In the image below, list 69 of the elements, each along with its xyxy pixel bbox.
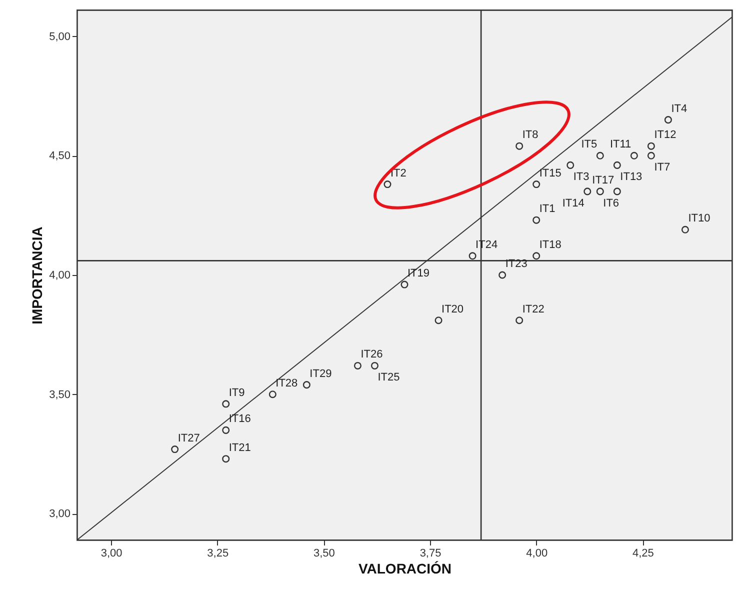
point bbox=[302, 381, 310, 389]
point bbox=[566, 161, 574, 169]
annotation: IT6 bbox=[603, 197, 620, 210]
annotation: IT16 bbox=[228, 413, 251, 426]
point bbox=[613, 188, 621, 196]
point bbox=[222, 400, 230, 408]
point bbox=[370, 362, 378, 370]
point bbox=[171, 446, 179, 454]
annotation: IT1 bbox=[539, 203, 556, 216]
annotation: IT13 bbox=[620, 171, 642, 184]
annotation: IT11 bbox=[610, 138, 632, 151]
x-tick-label: 3,75 bbox=[420, 548, 442, 560]
point bbox=[664, 116, 672, 124]
annotation: IT23 bbox=[505, 258, 528, 270]
point bbox=[400, 280, 408, 288]
point bbox=[222, 426, 230, 434]
point bbox=[468, 252, 476, 260]
annotation: IT25 bbox=[378, 372, 400, 384]
point bbox=[498, 271, 506, 279]
x-tick-label: 4,00 bbox=[526, 548, 548, 560]
y-tick-label: 4,00 bbox=[49, 270, 70, 282]
y-tick-label: 3,50 bbox=[49, 388, 70, 401]
annotation: IT15 bbox=[539, 167, 562, 180]
point bbox=[630, 152, 638, 160]
annotation: IT22 bbox=[522, 303, 544, 316]
annotation: IT29 bbox=[310, 368, 332, 380]
annotation: IT10 bbox=[688, 212, 710, 225]
point bbox=[596, 188, 604, 196]
point bbox=[681, 226, 689, 234]
y-axis-title: IMPORTANCIA bbox=[29, 226, 46, 324]
point bbox=[516, 316, 524, 324]
annotation: IT8 bbox=[522, 129, 538, 142]
point bbox=[647, 152, 655, 160]
annotation: IT5 bbox=[581, 138, 598, 151]
annotation: IT3 bbox=[573, 171, 590, 184]
annotation: IT18 bbox=[539, 238, 562, 251]
point bbox=[516, 142, 524, 150]
annotation: IT12 bbox=[654, 129, 676, 142]
point bbox=[222, 455, 230, 463]
point bbox=[596, 152, 604, 160]
point bbox=[268, 390, 276, 398]
x-tick-label: 3,50 bbox=[313, 548, 335, 560]
point bbox=[532, 216, 540, 224]
annotation: IT28 bbox=[276, 377, 298, 390]
annotation: IT9 bbox=[228, 386, 245, 399]
point bbox=[613, 161, 621, 169]
point bbox=[384, 180, 392, 188]
x-axis-title: VALORACIÓN bbox=[358, 560, 452, 576]
annotation: IT14 bbox=[562, 197, 584, 210]
x-tick-label: 4,25 bbox=[632, 548, 654, 560]
point bbox=[532, 180, 540, 188]
y-tick-label: 5,00 bbox=[49, 30, 70, 43]
point bbox=[354, 362, 362, 370]
annotation: IT20 bbox=[442, 303, 464, 316]
annotation: IT7 bbox=[654, 162, 670, 174]
y-tick-label: 3,00 bbox=[49, 508, 70, 520]
annotation: IT19 bbox=[408, 268, 430, 280]
point bbox=[584, 188, 592, 196]
point bbox=[434, 316, 442, 324]
point bbox=[647, 142, 655, 150]
x-tick-label: 3,00 bbox=[100, 548, 122, 560]
y-tick-label: 4,50 bbox=[49, 150, 70, 162]
x-tick-label: 3,25 bbox=[207, 548, 229, 560]
point bbox=[532, 252, 540, 260]
annotation: IT4 bbox=[671, 102, 688, 115]
annotation: IT26 bbox=[360, 348, 383, 361]
annotation: IT27 bbox=[178, 432, 200, 444]
annotation: IT17 bbox=[592, 174, 614, 186]
annotation: IT21 bbox=[228, 442, 251, 454]
